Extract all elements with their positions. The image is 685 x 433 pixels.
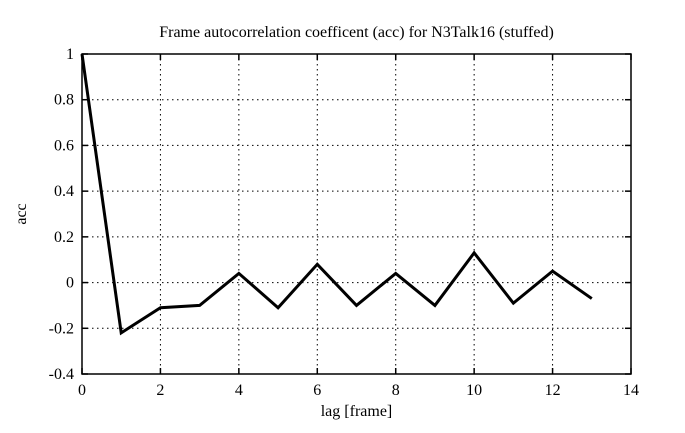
data-line — [80, 53, 593, 336]
x-tick-label: 12 — [545, 382, 561, 399]
x-tick-label: 10 — [466, 382, 482, 399]
y-tick-label: 0.8 — [54, 92, 74, 109]
x-tick-label: 6 — [313, 382, 321, 399]
y-tick-label: 0.2 — [54, 229, 74, 246]
x-tick-label: 2 — [156, 382, 164, 399]
y-tick-label: 0.4 — [54, 183, 74, 200]
y-tick-label: 1 — [66, 46, 74, 63]
y-tick-label: -0.4 — [49, 366, 74, 383]
y-tick-label: -0.2 — [49, 320, 74, 337]
x-tick-label: 14 — [623, 382, 639, 399]
y-tick-label: 0.6 — [54, 137, 74, 154]
x-tick-label: 4 — [235, 382, 243, 399]
x-tick-label: 8 — [392, 382, 400, 399]
x-axis-label: lag [frame] — [320, 403, 393, 420]
y-tick-label: 0 — [66, 275, 74, 292]
chart-title: Frame autocorrelation coefficent (acc) f… — [159, 24, 554, 41]
x-tick-label: 0 — [78, 382, 86, 399]
plot-frame — [81, 53, 632, 375]
